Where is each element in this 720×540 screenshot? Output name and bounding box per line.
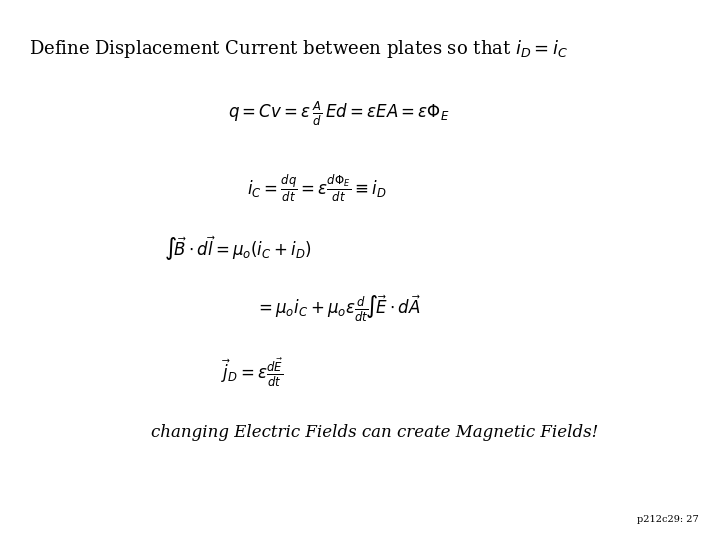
Text: $= \mu_o i_C + \mu_o \varepsilon \frac{d}{dt} \!\int\! \vec{E} \cdot d\vec{A}$: $= \mu_o i_C + \mu_o \varepsilon \frac{d… (255, 294, 422, 325)
Text: Define Displacement Current between plates so that $i_D = i_C$: Define Displacement Current between plat… (29, 38, 568, 60)
Text: $\int \!\vec{B} \cdot d\vec{l} = \mu_o (i_C + i_D)$: $\int \!\vec{B} \cdot d\vec{l} = \mu_o (… (163, 235, 312, 264)
Text: p212c29: 27: p212c29: 27 (636, 515, 698, 524)
Text: $i_C = \frac{dq}{dt} = \varepsilon \frac{d\Phi_E}{dt} \equiv i_D$: $i_C = \frac{dq}{dt} = \varepsilon \frac… (247, 173, 387, 205)
Text: changing Electric Fields can create Magnetic Fields!: changing Electric Fields can create Magn… (150, 424, 598, 441)
Text: $\vec{j}_D = \varepsilon \frac{d\vec{E}}{dt}$: $\vec{j}_D = \varepsilon \frac{d\vec{E}}… (221, 356, 283, 389)
Text: $q = Cv = \varepsilon \,\frac{A}{d}\, Ed = \varepsilon EA = \varepsilon \Phi_E$: $q = Cv = \varepsilon \,\frac{A}{d}\, Ed… (228, 100, 449, 128)
